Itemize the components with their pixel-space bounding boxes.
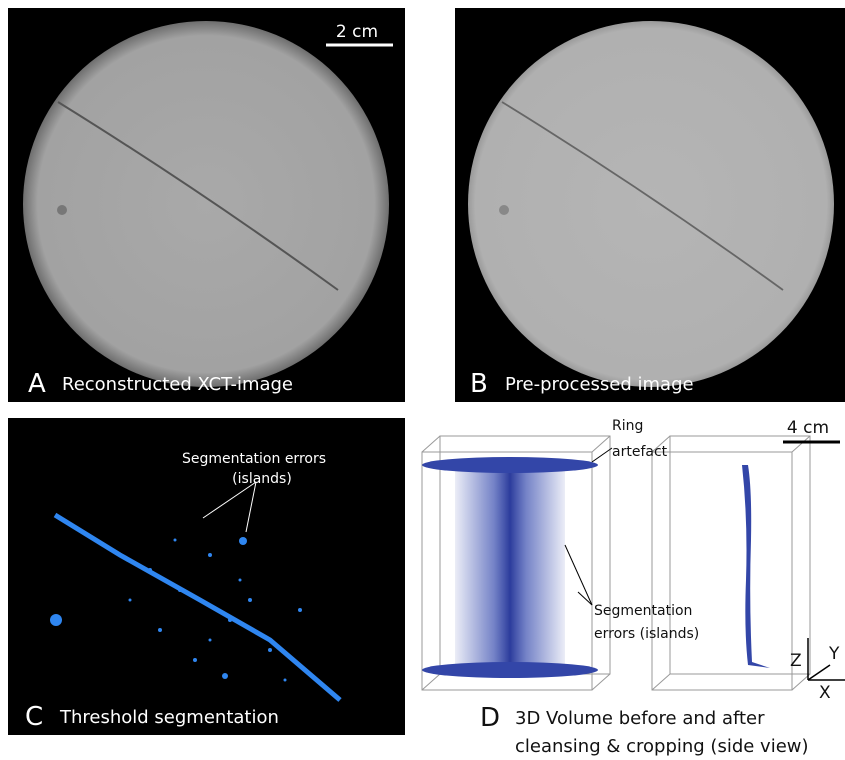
sample-disc: [468, 21, 834, 387]
annotation: Ring: [612, 418, 643, 434]
scale-label: 2 cm: [336, 22, 378, 42]
panel-letter: A: [28, 369, 46, 399]
scale-label: 4 cm: [787, 418, 829, 438]
panel-caption: Threshold segmentation: [59, 707, 279, 728]
panel-c: Segmentation errors (islands) C Threshol…: [8, 418, 405, 735]
panel-caption: cleansing & cropping (side view): [515, 736, 809, 757]
page: 2 cm A Reconstructed XCT-image B Pre-pro…: [0, 0, 845, 760]
annotation: Segmentation errors: [182, 451, 326, 467]
arrow: [592, 448, 612, 462]
panel-letter: B: [470, 369, 488, 399]
figure: 2 cm A Reconstructed XCT-image B Pre-pro…: [0, 0, 845, 760]
pore: [57, 205, 67, 215]
axes-triad: [808, 638, 845, 680]
panel-letter: D: [480, 703, 500, 733]
arrow: [578, 592, 592, 605]
pore: [499, 205, 509, 215]
axis-label: Y: [828, 644, 840, 664]
annotation: errors (islands): [594, 626, 699, 642]
ring-artefact: [422, 662, 598, 678]
panel-letter: C: [25, 702, 43, 732]
panel-caption: Pre-processed image: [505, 374, 694, 395]
sample-disc: [23, 21, 389, 387]
annotation: (islands): [232, 471, 292, 487]
panel-a: 2 cm A Reconstructed XCT-image: [8, 8, 405, 402]
panel-caption: 3D Volume before and after: [515, 708, 765, 729]
arrow: [565, 545, 592, 605]
axis-label: Z: [790, 651, 802, 671]
annotation: artefact: [612, 444, 668, 460]
cropped-crack: [742, 465, 770, 668]
annotation: Segmentation: [594, 603, 692, 619]
panel-d: 4 cm Ring artefact Segmentation errors (…: [422, 418, 845, 757]
ring-artefact: [422, 457, 598, 473]
bounding-box: [652, 436, 810, 690]
panel-caption: Reconstructed XCT-image: [62, 374, 293, 395]
panel-b: B Pre-processed image: [455, 8, 845, 402]
volume-column: [455, 465, 565, 670]
axis-label: X: [819, 683, 831, 703]
